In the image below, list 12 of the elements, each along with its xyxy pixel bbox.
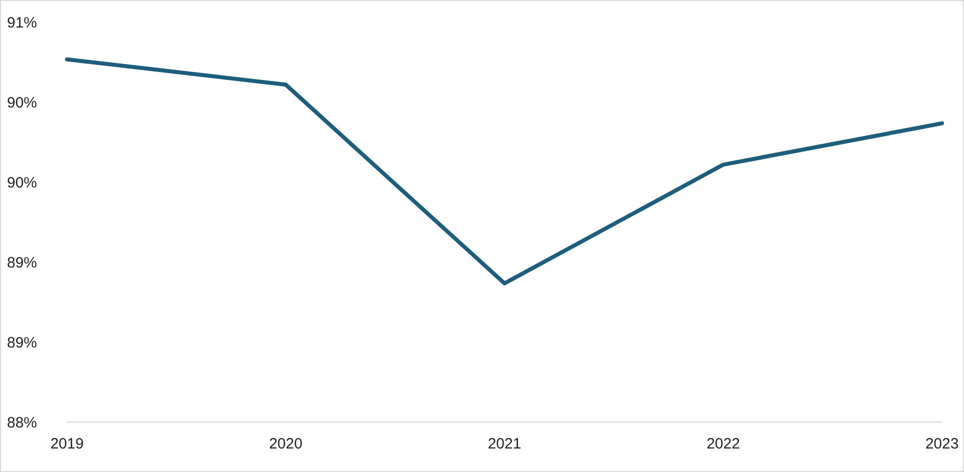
x-tick-label: 2022: [706, 436, 740, 453]
x-tick-label: 2020: [269, 436, 302, 453]
x-tick-label: 2021: [488, 436, 522, 453]
x-tick-label: 2019: [50, 436, 84, 453]
y-tick-label: 89%: [7, 334, 38, 352]
y-tick-label: 88%: [7, 414, 38, 432]
line-series: [65, 57, 944, 286]
y-tick-label: 90%: [7, 94, 38, 112]
y-tick-label: 90%: [7, 174, 38, 192]
y-tick-label: 91%: [7, 14, 38, 32]
y-tick-label: 89%: [7, 254, 38, 272]
x-tick-label: 2023: [925, 436, 959, 453]
